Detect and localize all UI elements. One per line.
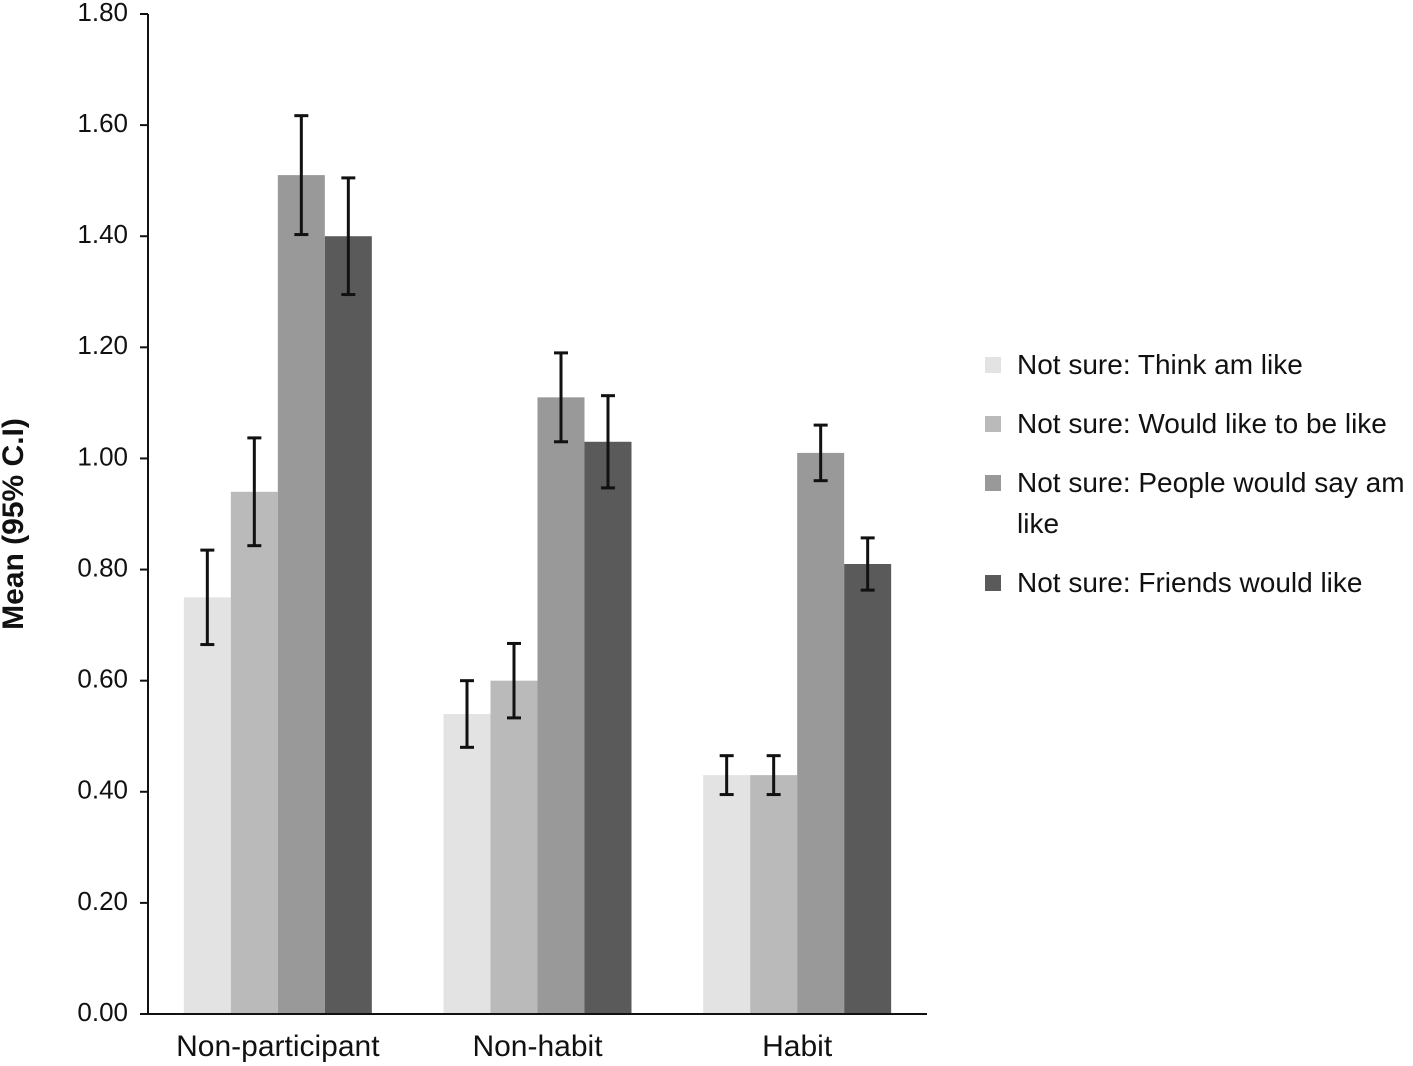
y-tick-label: 0.20	[77, 886, 128, 916]
legend-swatch	[985, 475, 1001, 491]
y-axis-label: Mean (95% C.I)	[0, 418, 30, 630]
legend-item: Not sure: Think am like	[985, 344, 1410, 385]
bar	[490, 680, 538, 1014]
y-tick-label: 0.00	[77, 997, 128, 1027]
error-bar	[813, 423, 828, 483]
legend-label: Not sure: Would like to be like	[1017, 408, 1387, 439]
y-tick-label: 1.40	[77, 219, 128, 249]
y-tick-label: 0.40	[77, 775, 128, 805]
legend-item: Not sure: People would say am like	[985, 462, 1410, 544]
y-tick-label: 0.60	[77, 664, 128, 694]
error-bar	[507, 641, 521, 720]
error-bar	[294, 114, 309, 237]
bar	[277, 175, 325, 1015]
bar	[443, 714, 491, 1014]
y-tick-label: 1.80	[77, 0, 128, 27]
bar	[183, 597, 231, 1014]
legend-item: Not sure: Would like to be like	[985, 403, 1410, 444]
legend-swatch	[985, 357, 1001, 373]
error-bar	[766, 754, 781, 797]
bar	[797, 452, 845, 1014]
x-tick-label: Habit	[762, 1030, 833, 1063]
error-bar	[247, 436, 262, 548]
bar	[584, 441, 632, 1014]
legend-label: Not sure: Think am like	[1017, 349, 1303, 380]
bar	[230, 491, 278, 1014]
error-bar	[554, 351, 568, 444]
error-bar	[719, 754, 734, 797]
legend-swatch	[985, 575, 1001, 591]
x-tick-label: Non-habit	[472, 1030, 603, 1063]
legend-label: Not sure: Friends would like	[1017, 567, 1363, 598]
x-tick-label: Non-participant	[176, 1030, 380, 1063]
bar	[844, 564, 892, 1014]
error-bar	[341, 176, 356, 297]
y-tick-label: 0.80	[77, 552, 128, 582]
legend-item: Not sure: Friends would like	[985, 562, 1410, 603]
error-bar	[601, 394, 615, 490]
bar	[537, 397, 585, 1014]
bar	[703, 775, 751, 1014]
y-tick-label: 1.60	[77, 108, 128, 138]
legend: Not sure: Think am like Not sure: Would l…	[985, 344, 1410, 621]
error-bar	[460, 679, 474, 749]
legend-swatch	[985, 416, 1001, 432]
legend-label: Not sure: People would say am like	[1017, 467, 1405, 539]
error-bar	[860, 536, 875, 592]
error-bar	[200, 548, 215, 647]
bar	[750, 775, 798, 1014]
y-tick-label: 1.20	[77, 330, 128, 360]
bar	[324, 236, 372, 1014]
y-tick-label: 1.00	[77, 441, 128, 471]
